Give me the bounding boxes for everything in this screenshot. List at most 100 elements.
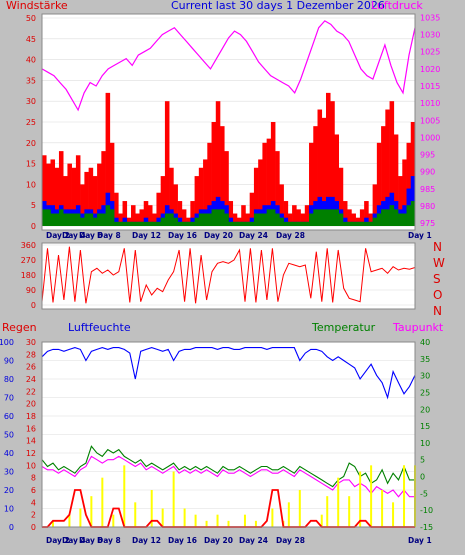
humidity-tick: 70 [4,394,14,403]
wind-bar [398,213,403,226]
pressure-tick: 1005 [420,116,440,125]
gust-bar [296,209,301,226]
wind-bar [143,221,149,226]
compass-label: N [433,304,442,318]
temperature-tick: 0 [420,473,425,482]
gust-bar [190,201,195,226]
climate-day-label: Day 24 [239,536,268,545]
temperature-tick: 40 [420,338,430,347]
rain-label: Regen [2,321,37,334]
rain-tick: 26 [26,363,36,372]
wind-bar [228,221,234,226]
gust-bar [402,159,407,226]
wind-bar [186,221,191,226]
chart-title: Current last 30 days 1 Dezember 2026 [171,0,385,12]
wind-bar [325,209,331,226]
humidity-tick: 80 [4,375,14,384]
gust-bar [292,205,297,226]
dewpoint-line [41,455,415,498]
temperature-tick: 10 [420,439,430,448]
gust-bar [393,134,399,226]
climate-day-label: Day 6 [79,536,103,545]
wind-day-label: Day 6 [79,231,103,240]
gust-bar [325,92,331,226]
wind-left-tick: 5 [31,201,36,210]
rain-rate-bar [51,520,54,527]
gust-bar [63,176,68,226]
wind-left-tick: 25 [26,118,36,127]
rain-rate-bar [227,520,230,527]
gust-bar [241,205,246,226]
gust-bar [304,205,310,226]
wind-bar [75,213,81,226]
direction-tick: 0 [31,301,36,310]
humidity-tick: 10 [4,505,14,514]
gust-bar [211,122,217,226]
gust-bar [381,126,386,226]
wind-bar [368,221,373,226]
gust-bar [406,142,412,226]
wind-bar [279,217,284,226]
wind-bar [126,221,132,226]
climate-plot-frame [41,341,416,528]
gust-bar [215,101,221,226]
wind-bar [245,221,250,226]
wind-bar [321,209,327,226]
wind-bar [207,213,212,226]
gust-bar [152,213,157,226]
gust-bar [42,155,47,226]
gust-bar [50,159,56,226]
wind-day-label: Day 16 [168,231,197,240]
wind-left-tick: 15 [26,160,36,169]
wind-left-tick: 20 [26,139,36,148]
wind-bar [152,221,157,226]
gust-bar [317,109,323,226]
wind-bar [262,213,267,226]
wind-day-label: Day 2 [46,231,70,240]
gust-bar [198,167,204,226]
wind-bar [232,221,238,226]
wind-bar [258,213,263,226]
gust-bar [270,122,276,226]
wind-day-label: Day 24 [239,231,268,240]
gust-bar [54,167,60,226]
wind-bar [46,209,51,226]
rain-rate-bar [101,477,104,527]
gust-bar [330,101,335,226]
gust-bar [258,159,263,226]
compass-label: O [433,288,442,302]
rain-rate-bar [194,514,197,527]
humidity-tick: 90 [4,357,14,366]
climate-day-label: Day 4 [62,536,86,545]
gust-bar [46,163,51,226]
climate-day-label: Day 16 [168,536,197,545]
wind-bar [67,213,72,226]
rain-rate-bar [243,514,246,527]
wind-bar [139,221,145,226]
climate-day-label: Day 20 [204,536,233,545]
pressure-tick: 1035 [420,13,440,22]
gust-bar [376,142,382,226]
rain-tick: 24 [26,375,36,384]
humidity-tick: 60 [4,412,14,421]
wind-bar [330,209,335,226]
pressure-tick: 980 [420,202,435,211]
wind-day-label: Day 1 [408,231,432,240]
gust-bar [300,213,306,226]
wind-bar [351,221,356,226]
gust-bar [92,176,98,226]
wind-left-tick: 10 [26,180,36,189]
gust-bar [67,163,72,226]
humidity-tick: 20 [4,486,14,495]
rain-tick: 10 [26,461,36,470]
temperature-tick: -5 [420,489,428,498]
direction-tick: 180 [21,271,36,280]
gust-bar [351,213,356,226]
gust-bar [143,201,149,226]
wind-day-label: Day 12 [132,231,161,240]
wind-bar [224,213,229,226]
rain-tick: 8 [31,474,36,483]
gust-bar [321,117,327,226]
rain-tick: 4 [31,498,36,507]
